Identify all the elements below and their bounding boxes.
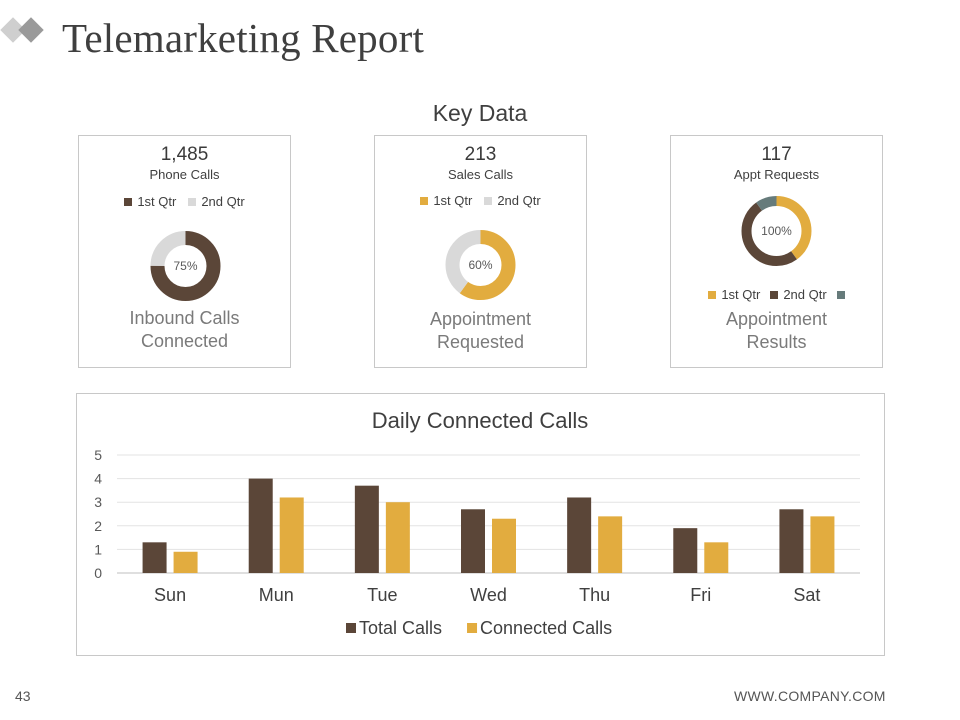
y-tick-label: 0 (94, 565, 102, 581)
legend-swatch (836, 290, 845, 299)
donut-slice (445, 230, 516, 300)
section-title: Key Data (432, 100, 528, 126)
kpi-label: Appt Requests (733, 167, 820, 182)
bar-total-calls (779, 509, 804, 573)
chart-title: Daily Connected Calls (372, 408, 588, 433)
legend-item: 1st Qtr (124, 194, 176, 209)
bar-connected-calls (173, 551, 198, 573)
bar-connected-calls (385, 502, 410, 573)
page-number: 43 (15, 688, 31, 704)
legend-swatch (346, 623, 356, 633)
x-tick-label: Thu (579, 585, 610, 605)
donut-slice (741, 196, 812, 266)
kpi-caption-line1: Inbound Calls (129, 308, 240, 328)
kpi-card-appt-requests: 117 Appt Requests 100% 1st Qtr 2nd Qtr A… (670, 135, 883, 368)
kpi-value: 213 (464, 144, 497, 165)
bar-total-calls (142, 542, 167, 573)
donut-slice (150, 231, 221, 301)
kpi-caption-line1: Appointment (429, 309, 532, 329)
x-tick-label: Wed (470, 585, 507, 605)
logo-diamond-back (0, 17, 26, 43)
kpi-caption: Inbound Calls Connected (79, 307, 290, 353)
website-url: WWW.COMPANY.COM (734, 688, 886, 704)
kpi-caption-line2: Requested (436, 332, 525, 352)
legend-item: 2nd Qtr (188, 194, 245, 209)
y-tick-label: 1 (94, 541, 102, 557)
bar-connected-calls (810, 516, 835, 573)
legend-swatch (770, 290, 779, 299)
y-tick-label: 3 (94, 494, 102, 510)
donut-slice (741, 196, 812, 266)
legend-label: 1st Qtr (137, 194, 177, 209)
legend-swatch (188, 197, 197, 206)
bar-total-calls (248, 478, 273, 573)
x-tick-label: Fri (690, 585, 711, 605)
legend-item (836, 287, 845, 302)
legend-swatch (484, 196, 493, 205)
x-tick-label: Mun (259, 585, 294, 605)
donut-chart-inbound: 75% (150, 231, 221, 301)
daily-calls-chart-box: Daily Connected Calls 0 1 2 3 4 5 Sun Mun Tue Wed T… (76, 393, 885, 656)
bar-total-calls (354, 485, 379, 573)
legend-label: 2nd Qtr (783, 287, 827, 302)
kpi-caption-line2: Connected (140, 331, 229, 351)
legend-label: Connected Calls (480, 618, 612, 638)
bar-connected-calls (279, 497, 304, 573)
donut-legend: 1st Qtr 2nd Qtr (79, 194, 290, 209)
kpi-caption: Appointment Results (671, 308, 882, 354)
kpi-card-phone-calls: 1,485 Phone Calls 1st Qtr 2nd Qtr 75% In… (78, 135, 291, 368)
bar-connected-calls (598, 516, 623, 573)
legend-label: Total Calls (359, 618, 442, 638)
logo-diamond-front (18, 17, 44, 43)
legend-label: 2nd Qtr (497, 193, 541, 208)
legend-swatch (420, 196, 429, 205)
y-tick-label: 5 (94, 447, 102, 463)
y-tick-label: 4 (94, 471, 102, 487)
logo-diamonds-icon (0, 17, 44, 43)
donut-chart-appointment-requested: 60% (445, 230, 516, 300)
y-tick-label: 2 (94, 518, 102, 534)
legend-item: 1st Qtr (708, 287, 760, 302)
donut-legend: 1st Qtr 2nd Qtr (375, 193, 586, 208)
legend-swatch (124, 197, 133, 206)
donut-center-label: 100% (761, 224, 792, 238)
kpi-value: 117 (761, 144, 792, 165)
kpi-label: Phone Calls (149, 167, 220, 182)
donut-legend: 1st Qtr 2nd Qtr (671, 287, 882, 302)
legend-swatch (467, 623, 478, 633)
legend-item: 2nd Qtr (770, 287, 827, 302)
slide-title: Telemarketing Report (62, 15, 425, 61)
x-tick-label: Tue (367, 585, 397, 605)
daily-calls-bar-chart: Daily Connected Calls 0 1 2 3 4 5 Sun Mun Tue Wed T… (94, 408, 860, 638)
legend-label: 1st Qtr (721, 287, 761, 302)
donut-chart-appointment-results: 100% (741, 196, 812, 266)
x-tick-label: Sun (154, 585, 186, 605)
kpi-caption-line1: Appointment (725, 309, 828, 329)
legend-label: 2nd Qtr (201, 194, 245, 209)
legend-item: 2nd Qtr (484, 193, 541, 208)
bar-total-calls (567, 497, 592, 573)
donut-center-label: 60% (468, 258, 492, 272)
kpi-label: Sales Calls (447, 167, 514, 182)
kpi-caption: Appointment Requested (375, 308, 586, 354)
kpi-caption-line2: Results (746, 332, 807, 352)
donut-center-label: 75% (173, 259, 197, 273)
kpi-card-sales-calls: 213 Sales Calls 1st Qtr 2nd Qtr 60% Appo… (374, 135, 587, 368)
kpi-value: 1,485 (160, 144, 209, 165)
legend-item: 1st Qtr (420, 193, 472, 208)
legend-swatch (708, 290, 717, 299)
bar-total-calls (461, 509, 485, 573)
bar-connected-calls (492, 518, 516, 573)
bar-total-calls (673, 528, 698, 573)
x-tick-label: Sat (793, 585, 820, 605)
legend-label: 1st Qtr (433, 193, 473, 208)
bar-connected-calls (704, 542, 729, 573)
